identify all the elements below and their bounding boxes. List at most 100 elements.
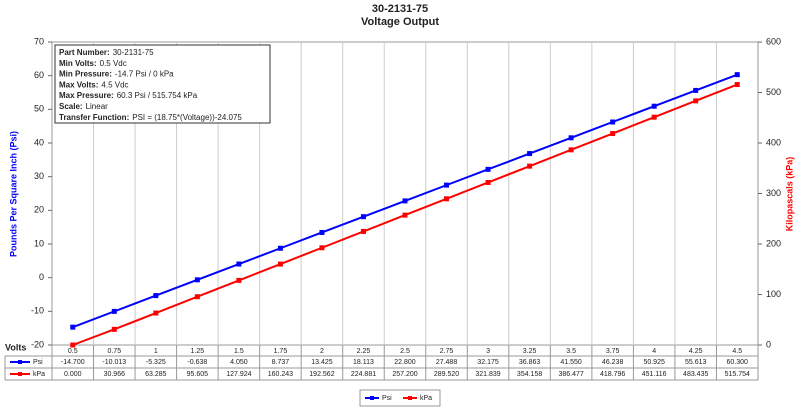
y-tick-label: -20	[31, 339, 44, 349]
point-marker	[277, 261, 283, 267]
y-tick-label: 10	[34, 238, 44, 248]
info-line: Max Volts: 4.5 Vdc	[59, 81, 129, 90]
table-value: -5.325	[146, 359, 166, 366]
y-axis-title: Pounds Per Square Inch (Psi)	[8, 131, 18, 257]
y-tick-label: 30	[34, 171, 44, 181]
info-label: Min Pressure:	[59, 70, 112, 79]
y2-tick-label: 300	[766, 188, 781, 198]
point-marker	[70, 324, 76, 330]
info-label: Max Volts:	[59, 81, 98, 90]
table-value: 192.562	[309, 371, 334, 378]
table-value: 36.863	[519, 359, 541, 366]
info-label: Max Pressure:	[59, 91, 114, 100]
table-value: 30.966	[104, 371, 126, 378]
x-tick-label: 2.5	[400, 348, 410, 355]
point-marker	[111, 326, 117, 332]
point-marker	[402, 212, 408, 218]
y-tick-label: 20	[34, 205, 44, 215]
legend-box	[359, 389, 441, 407]
y2-tick-label: 100	[766, 289, 781, 299]
table-value: 46.238	[602, 359, 624, 366]
info-text: -14.7 Psi / 0 kPa	[115, 70, 174, 79]
table-value: 354.158	[517, 371, 542, 378]
legend-label: kPa	[420, 395, 432, 402]
info-text: 0.5 Vdc	[100, 59, 127, 68]
y2-tick-label: 500	[766, 87, 781, 97]
table-value: 4.050	[230, 359, 248, 366]
info-line: Min Pressure: -14.7 Psi / 0 kPa	[59, 70, 174, 79]
table-key-marker	[18, 372, 22, 376]
legend-key-marker	[370, 396, 374, 400]
x-tick-label: 3	[486, 348, 490, 355]
y2-tick-label: 600	[766, 36, 781, 46]
info-text: 4.5 Vdc	[101, 81, 128, 90]
table-value: 160.243	[268, 371, 293, 378]
table-value: -14.700	[61, 359, 85, 366]
y-tick-label: -10	[31, 306, 44, 316]
table-key-marker	[18, 360, 22, 364]
info-line: Max Pressure: 60.3 Psi / 515.754 kPa	[59, 91, 198, 100]
x-tick-label: 3.5	[566, 348, 576, 355]
y-tick-label: 0	[39, 272, 44, 282]
x-tick-label: 3.25	[523, 348, 537, 355]
table-value: 13.425	[311, 359, 333, 366]
point-marker	[610, 119, 616, 125]
point-marker	[651, 103, 657, 109]
point-marker	[568, 147, 574, 153]
point-marker	[70, 342, 76, 348]
info-line: Transfer Function: PSI = (18.75*(Voltage)…	[59, 113, 242, 122]
info-label: Scale:	[59, 102, 83, 111]
table-series-name: kPa	[33, 371, 45, 378]
y2-tick-label: 200	[766, 238, 781, 248]
point-marker	[111, 308, 117, 314]
point-marker	[734, 72, 740, 78]
x-tick-label: 1.5	[234, 348, 244, 355]
x-tick-label: 2	[320, 348, 324, 355]
chart-subtitle: Voltage Output	[361, 16, 439, 28]
x-tick-label: 1	[154, 348, 158, 355]
y-tick-label: 60	[34, 70, 44, 80]
x-tick-label: 2.75	[440, 348, 454, 355]
point-marker	[485, 166, 491, 172]
legend-label: Psi	[382, 395, 392, 402]
info-text: PSI = (18.75*(Voltage))-24.075	[132, 113, 242, 122]
point-marker	[693, 98, 699, 104]
table-value: 41.550	[560, 359, 582, 366]
info-line: Min Volts: 0.5 Vdc	[59, 59, 127, 68]
table-value: 127.924	[226, 371, 251, 378]
table-value: 50.925	[643, 359, 665, 366]
table-value: 386.477	[558, 371, 583, 378]
point-marker	[734, 82, 740, 88]
x-tick-label: 2.25	[357, 348, 371, 355]
point-marker	[194, 277, 200, 283]
x-axis-title: Volts	[5, 342, 26, 352]
point-marker	[568, 135, 574, 141]
point-marker	[402, 198, 408, 204]
y-tick-label: 40	[34, 137, 44, 147]
info-line: Scale: Linear	[59, 102, 108, 111]
table-value: 95.605	[187, 371, 209, 378]
legend-key-marker	[408, 396, 412, 400]
info-label: Transfer Function:	[59, 113, 129, 122]
y-tick-label: 50	[34, 104, 44, 114]
point-marker	[153, 293, 159, 299]
point-marker	[319, 245, 325, 251]
table-value: 0.000	[64, 371, 82, 378]
x-tick-label: 3.75	[606, 348, 620, 355]
x-tick-label: 4.25	[689, 348, 703, 355]
table-value: 60.300	[727, 359, 749, 366]
point-marker	[485, 179, 491, 185]
point-marker	[444, 196, 450, 202]
point-marker	[277, 245, 283, 251]
point-marker	[194, 294, 200, 300]
x-tick-label: 1.25	[191, 348, 205, 355]
table-value: -0.638	[187, 359, 207, 366]
point-marker	[319, 229, 325, 235]
point-marker	[236, 277, 242, 283]
point-marker	[360, 228, 366, 234]
y2-tick-label: 400	[766, 137, 781, 147]
table-value: 451.116	[642, 371, 667, 378]
table-value: 224.881	[351, 371, 376, 378]
info-label: Part Number:	[59, 48, 110, 57]
